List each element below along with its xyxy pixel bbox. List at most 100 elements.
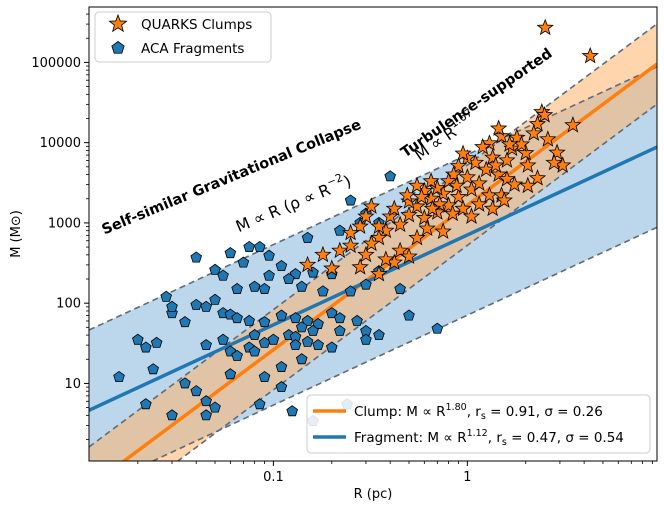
fragment-point — [282, 272, 295, 284]
clump-point — [519, 156, 537, 173]
fragment-point — [200, 409, 212, 421]
fragment-point — [140, 341, 152, 353]
legend-star-marker — [108, 13, 128, 33]
fragment-point — [275, 381, 288, 393]
fragment-point — [224, 368, 237, 380]
fragment-point — [147, 363, 159, 375]
fragment-point — [258, 282, 271, 294]
fragment-point — [209, 401, 221, 413]
fragment-point — [179, 377, 191, 389]
clump-point — [505, 175, 524, 193]
fragment-point — [275, 360, 288, 372]
fragment-point — [140, 398, 152, 410]
fragment-point — [166, 300, 178, 312]
fragment-point — [263, 249, 275, 261]
clump-point — [447, 176, 466, 194]
fragment-point — [150, 336, 163, 348]
fragment-point — [190, 298, 203, 310]
clump-point — [370, 217, 388, 234]
clump-point — [408, 176, 426, 194]
clump-point — [415, 208, 434, 226]
fragment-point — [231, 282, 243, 294]
clump-point — [381, 207, 399, 224]
star-icon — [108, 13, 128, 33]
clump-point — [428, 179, 447, 196]
legend-fragments-label: ACA Fragments — [141, 41, 244, 57]
clump-point — [331, 241, 349, 259]
fragment-point — [394, 282, 406, 294]
clump-point — [500, 135, 519, 152]
data-points — [113, 18, 599, 426]
y-tick-label: 1000 — [48, 216, 81, 231]
fragment-point — [325, 307, 338, 319]
y-tick-label: 10000 — [40, 136, 81, 151]
axis-ticks: 0.1 1 10 100 1000 10000 100000 — [31, 13, 653, 485]
fragment-point — [275, 259, 288, 271]
fragment-point — [289, 339, 302, 351]
fragment-point — [190, 251, 203, 263]
clump-point — [489, 165, 508, 182]
clump-point — [458, 168, 477, 185]
clump-point — [298, 255, 317, 273]
clump-point — [454, 199, 472, 217]
fragment-point — [373, 329, 385, 341]
fragment-point — [344, 194, 357, 206]
legend-bottom: Clump: M ∝ R1.80, rs = 0.91, σ = 0.26 Fr… — [306, 394, 651, 454]
fragment-point — [231, 349, 243, 361]
clump-point — [495, 191, 513, 208]
clump-point — [536, 18, 554, 36]
y-axis-label: M (M⊙) — [9, 210, 24, 258]
clump-point — [477, 160, 495, 178]
clump-point — [489, 119, 508, 136]
legend-top: QUARKS Clumps ACA Fragments — [94, 11, 272, 63]
fragment-point — [275, 309, 288, 321]
fragment-point — [334, 224, 346, 236]
clump-point — [581, 46, 599, 64]
clump-point — [377, 250, 395, 267]
y-tick-label: 100 — [56, 297, 81, 312]
clump-point — [398, 186, 416, 203]
clump-point — [525, 124, 543, 141]
clump-point — [564, 116, 582, 133]
fragment-point — [295, 280, 308, 292]
fragment-point — [200, 395, 212, 407]
fragment-point — [166, 409, 178, 421]
clump-point — [400, 247, 418, 265]
fragment-point — [286, 405, 299, 417]
fragment-point — [431, 322, 444, 334]
legend-pentagon-marker — [111, 41, 125, 54]
fragment-point — [160, 290, 172, 302]
fragment-point — [334, 312, 346, 324]
fragment-point — [360, 278, 372, 290]
fragment-point — [113, 370, 125, 382]
fragment-band-upper — [89, 66, 657, 331]
clump-point — [462, 207, 481, 224]
clump-point — [454, 144, 472, 162]
fragment-point — [384, 170, 396, 182]
clump-point — [341, 236, 360, 254]
fragment-point — [248, 280, 261, 292]
fragment-point — [258, 316, 271, 328]
clump-point — [400, 205, 418, 223]
clump-point — [548, 143, 566, 161]
fragment-point — [243, 240, 255, 252]
clump-point — [385, 199, 403, 217]
clump-point — [314, 245, 332, 263]
clump-point — [444, 165, 463, 182]
clump-point — [528, 169, 547, 186]
fragment-point — [253, 240, 266, 252]
x-axis-label: R (pc) — [354, 487, 393, 502]
fragment-point — [200, 339, 212, 351]
fragment-point — [217, 333, 229, 345]
fragment-band-lower — [150, 226, 657, 461]
clump-fit-line — [121, 62, 657, 461]
clump-point — [351, 258, 369, 275]
x-tick-label: 0.1 — [263, 470, 284, 485]
fragment-point — [209, 263, 221, 275]
fragment-point — [263, 269, 275, 281]
fragment-point — [209, 293, 221, 305]
clump-band-lower — [176, 103, 657, 461]
clump-point — [412, 187, 431, 205]
fragment-point — [258, 370, 271, 382]
